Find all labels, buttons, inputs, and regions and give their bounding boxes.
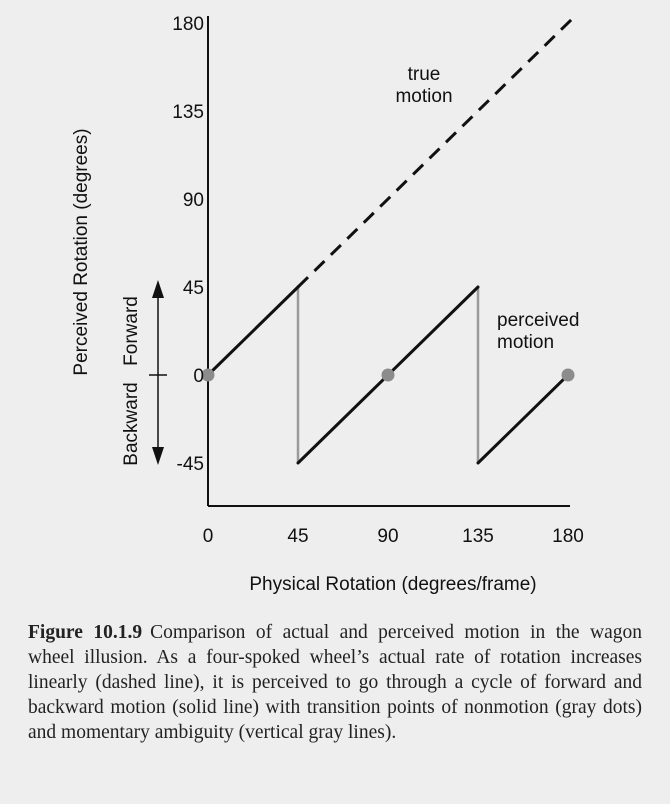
x-tick-label: 90 <box>377 526 398 547</box>
figure-caption: Figure 10.1.9 Comparison of actual and pe… <box>28 620 642 745</box>
y-tick-label: 90 <box>183 190 204 211</box>
backward-label: Backward <box>121 382 142 465</box>
axes <box>207 16 570 507</box>
figure-caption-text: Comparison of actual and perceived motio… <box>28 622 642 743</box>
ambiguity-lines <box>296 287 480 463</box>
x-tick-label: 45 <box>287 526 308 547</box>
perceived-motion-segment <box>206 285 300 377</box>
y-tick-label: 45 <box>183 278 204 299</box>
series-lines <box>206 17 574 465</box>
true-motion-label-line2: motion <box>395 86 452 107</box>
y-tick-label: 135 <box>172 102 204 123</box>
arrow-up-icon <box>152 280 164 298</box>
forward-label: Forward <box>121 296 142 366</box>
wagon-wheel-chart: 180 135 90 45 0 -45 0 45 90 135 180 Physical Rotati… <box>71 14 584 595</box>
y-axis-title: Perceived Rotation (degrees) <box>71 128 92 375</box>
x-axis-title: Physical Rotation (degrees/frame) <box>249 574 536 595</box>
nonmotion-dots <box>201 368 575 382</box>
perceived-motion-segment <box>476 373 570 465</box>
direction-indicator: Forward Backward <box>121 280 167 466</box>
y-tick-label: 0 <box>193 366 204 387</box>
perceived-motion-label-line2: motion <box>497 332 554 353</box>
true-motion-line <box>296 17 574 289</box>
x-tick-label: 180 <box>552 526 584 547</box>
x-tick-label: 135 <box>462 526 494 547</box>
tick-labels: 180 135 90 45 0 -45 0 45 90 135 180 Physical Rotati… <box>71 14 584 595</box>
perceived-motion-label-line1: perceived <box>497 310 579 331</box>
nonmotion-dot <box>561 368 575 382</box>
figure-label: Figure 10.1.9 <box>28 622 143 643</box>
x-tick-label: 0 <box>203 526 214 547</box>
arrow-down-icon <box>152 447 164 465</box>
y-tick-label: 180 <box>172 14 204 35</box>
nonmotion-dot <box>201 368 215 382</box>
nonmotion-dot <box>381 368 395 382</box>
y-tick-label: -45 <box>177 454 204 475</box>
true-motion-label-line1: true <box>408 64 441 85</box>
